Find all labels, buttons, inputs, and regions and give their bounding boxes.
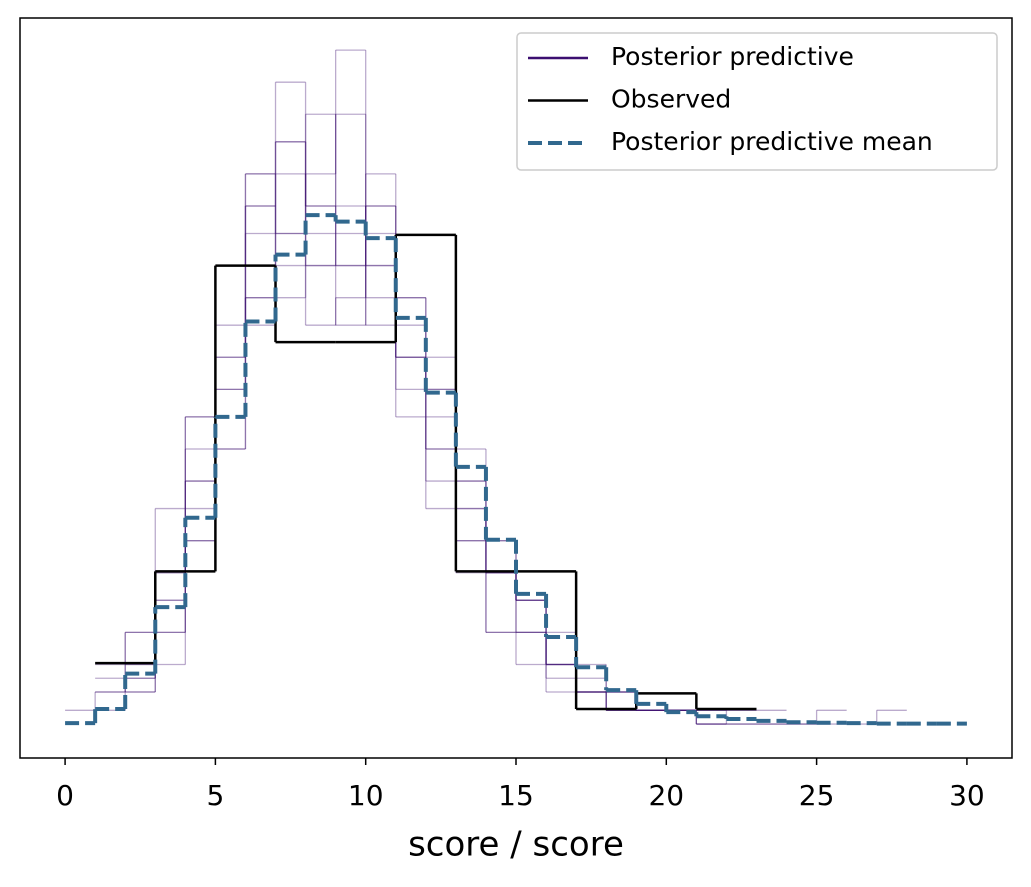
x-tick-label: 10	[348, 779, 384, 812]
legend-label: Posterior predictive mean	[611, 127, 933, 156]
legend-label: Posterior predictive	[611, 42, 854, 71]
x-tick-label: 15	[498, 779, 534, 812]
legend-box	[516, 32, 998, 171]
x-tick-label: 5	[206, 779, 224, 812]
x-tick-label: 0	[56, 779, 74, 812]
x-axis-label: score / score	[408, 825, 624, 865]
plot-area	[65, 49, 967, 726]
x-tick-label: 25	[799, 779, 835, 812]
legend-label: Observed	[611, 85, 731, 114]
x-tick-label: 30	[949, 779, 985, 812]
x-tick-label: 20	[648, 779, 684, 812]
